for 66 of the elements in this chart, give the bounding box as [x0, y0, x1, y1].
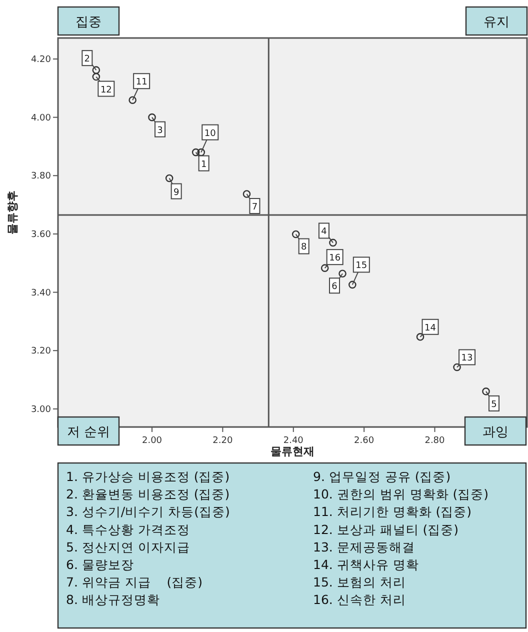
y-axis-title: 물류향후: [6, 190, 19, 234]
annotation: 15: [356, 261, 368, 272]
annotation: 11: [136, 78, 148, 88]
text: 12. 보상과 패널티 (집중): [313, 522, 459, 537]
text: 집중: [76, 15, 102, 30]
point: [242, 190, 251, 198]
x-tick-label: 2.40: [283, 436, 304, 446]
x-tick-label: 2.00: [142, 436, 162, 446]
point: [482, 388, 490, 396]
annotation: 7: [252, 202, 258, 213]
text: 5. 정산지연 이자지급: [66, 539, 190, 554]
annotation: 6: [332, 282, 338, 292]
annotation: 14: [424, 323, 436, 334]
y-tick-label: 3.40: [30, 288, 52, 298]
point: [128, 96, 136, 104]
text: 4. 특수상황 가격조정: [66, 522, 190, 537]
text: 9. 업무일정 공유 (집중): [313, 469, 451, 484]
annotation: 3: [157, 126, 163, 136]
text: 15. 보험의 처리: [313, 574, 406, 590]
annotation: 2: [84, 54, 90, 65]
x-tick-label: 2.80: [424, 436, 446, 446]
x-axis-title: 물류현재: [270, 445, 314, 458]
x-tick-label: 2.20: [212, 436, 233, 446]
point: [197, 148, 206, 156]
text: 14. 귀책사유 명확: [313, 557, 419, 572]
text: 16. 신속한 처리: [313, 592, 406, 608]
point: [165, 174, 174, 182]
y-tick-label: 3.00: [30, 404, 52, 415]
point: [453, 363, 461, 372]
annotation: 8: [300, 242, 307, 253]
text: 13. 문제공동해결: [313, 539, 415, 554]
annotation: 1: [200, 160, 207, 170]
text: 7. 위약금 지급 (집중): [66, 574, 203, 590]
annotation: 4: [321, 227, 328, 238]
annotation: 9: [173, 188, 180, 198]
point: [92, 72, 100, 81]
point: [92, 66, 100, 74]
text: 유지: [484, 15, 510, 30]
y-tick-label: 4.00: [30, 113, 52, 124]
y-tick-label: 3.20: [30, 346, 52, 357]
y-tick-label: 3.80: [30, 172, 52, 182]
annotation: 저 순위: [66, 425, 110, 440]
point: [329, 238, 337, 247]
annotation: 12: [100, 85, 112, 96]
annotation: 10: [204, 128, 216, 139]
point: [148, 113, 156, 122]
text: 8. 배상규정명확: [66, 592, 160, 608]
x-tick-label: 2.60: [354, 436, 374, 446]
annotation: 13: [461, 354, 473, 364]
point: [192, 148, 200, 156]
annotation: 5: [491, 400, 497, 410]
text: 10. 권한의 범위 명확화 (집중): [313, 486, 489, 502]
point: [348, 280, 356, 289]
point: [416, 333, 424, 341]
text: 2. 환율변동 비용조정 (집중): [66, 486, 230, 502]
text: 3. 성수기/비수기 차등(집중): [66, 504, 230, 520]
annotation: 16: [329, 254, 341, 264]
point: [338, 270, 346, 278]
y-tick-label: 3.60: [30, 230, 52, 240]
text: 11. 처리기한 명확화 (집중): [313, 504, 472, 520]
y-tick-label: 4.20: [30, 54, 52, 65]
annotation: 과잉: [482, 425, 508, 440]
text: 1. 유가상승 비용조정 (집중): [66, 469, 230, 484]
point: [320, 264, 329, 272]
point: [292, 230, 300, 238]
text: 6. 물량보장: [66, 557, 134, 572]
